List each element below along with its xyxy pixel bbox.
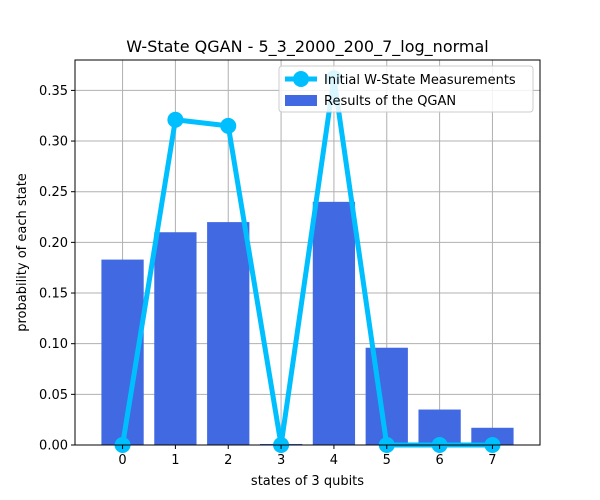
plot-frame xyxy=(74,59,541,446)
bar-series xyxy=(101,201,514,445)
legend-box xyxy=(278,65,534,113)
x-tick-label: 6 xyxy=(435,453,443,468)
y-tick-label: 0.20 xyxy=(39,236,68,251)
x-tick-label: 2 xyxy=(224,453,232,468)
y-tick-label: 0.25 xyxy=(39,185,68,200)
y-tick-label: 0.30 xyxy=(39,135,68,150)
x-tick-label: 3 xyxy=(277,453,285,468)
bar xyxy=(471,427,514,445)
y-tick-label: 0.10 xyxy=(39,337,68,352)
chart-title: W-State QGAN - 5_3_2000_200_7_log_normal xyxy=(126,37,488,57)
line-point xyxy=(220,117,237,134)
legend-line-marker xyxy=(293,71,309,87)
bar xyxy=(312,201,356,445)
y-tick-label: 0.00 xyxy=(39,439,68,454)
y-tick-label: 0.15 xyxy=(39,287,68,302)
y-axis-label: probability of each state xyxy=(15,173,30,332)
legend-entry-line: Initial W-State Measurements xyxy=(324,73,516,88)
x-tick-label: 4 xyxy=(330,453,338,468)
x-tick-label: 7 xyxy=(488,453,496,468)
x-axis-label: states of 3 qubits xyxy=(251,474,364,489)
x-tick-label: 5 xyxy=(383,453,391,468)
legend-bar-swatch xyxy=(285,95,317,106)
x-tick-label: 0 xyxy=(118,453,126,468)
x-tick-label: 1 xyxy=(171,453,179,468)
ticks: 0 1 2 3 4 5 6 7 0.00 0.05 0.10 0.15 0.20 0.25 0.30 0.35 xyxy=(39,84,497,468)
line-point xyxy=(167,111,184,128)
legend-entry-bar: Results of the QGAN xyxy=(324,94,456,109)
y-tick-label: 0.05 xyxy=(39,388,68,403)
y-tick-label: 0.35 xyxy=(39,84,68,99)
bar xyxy=(207,222,250,445)
bar xyxy=(154,232,197,445)
legend: Initial W-State Measurements Results of … xyxy=(278,65,534,113)
